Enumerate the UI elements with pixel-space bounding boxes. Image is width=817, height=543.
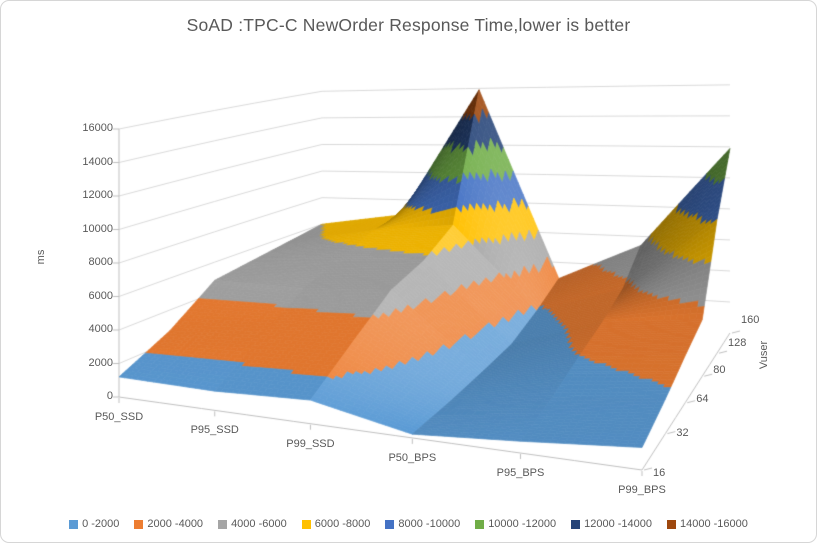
chart-legend: 0 -2000 2000 -4000 4000 -6000 6000 -8000 800…	[1, 518, 816, 530]
legend-label: 6000 -8000	[314, 518, 371, 530]
legend-item: 0 -2000	[69, 518, 119, 530]
legend-item: 6000 -8000	[301, 518, 371, 530]
legend-swatch	[218, 519, 228, 529]
value-axis-title: ms	[35, 249, 47, 265]
legend-swatch	[385, 519, 395, 529]
legend-label: 12000 -14000	[584, 518, 652, 530]
legend-item: 2000 -4000	[134, 518, 203, 530]
legend-swatch	[301, 519, 311, 529]
depth-axis-title: Vuser	[758, 340, 770, 370]
legend-swatch	[134, 519, 144, 529]
legend-item: 10000 -12000	[475, 518, 556, 530]
legend-swatch	[475, 519, 485, 529]
legend-item: 8000 -10000	[385, 518, 460, 530]
legend-label: 14000 -16000	[680, 518, 748, 530]
legend-label: 4000 -6000	[231, 518, 287, 530]
legend-label: 2000 -4000	[147, 518, 204, 530]
chart-title: SoAD :TPC-C NewOrder Response Time,lower…	[186, 15, 631, 35]
legend-item: 12000 -14000	[571, 518, 652, 530]
legend-swatch	[667, 519, 676, 529]
legend-swatch	[69, 519, 79, 529]
legend-item: 14000 -16000	[667, 518, 748, 530]
legend-label: 8000 -10000	[398, 518, 461, 530]
legend-label: 0 -2000	[82, 518, 120, 530]
legend-item: 4000 -6000	[218, 518, 287, 530]
legend-swatch	[571, 519, 581, 529]
legend-label: 10000 -12000	[488, 518, 557, 530]
